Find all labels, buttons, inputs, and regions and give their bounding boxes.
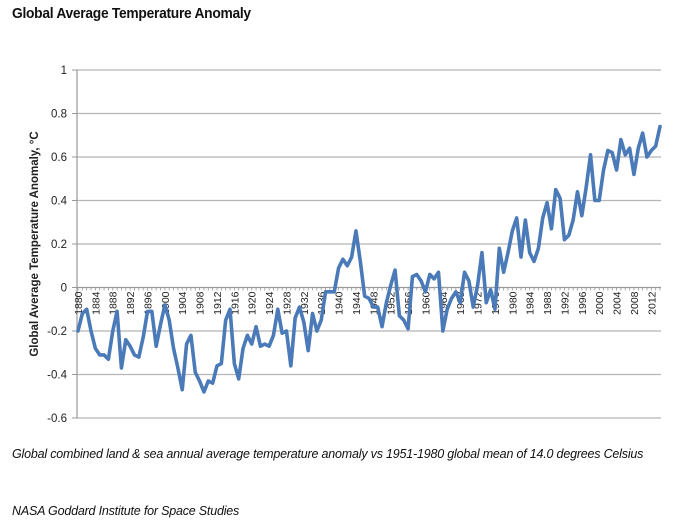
x-tick-label: 1892 [125,291,137,315]
y-tick-label: 0.4 [51,196,68,208]
x-tick-label: 1908 [195,291,207,315]
chart-title: Global Average Temperature Anomaly [12,5,251,22]
x-tick-label: 2008 [629,291,641,315]
chart-source: NASA Goddard Institute for Space Studies [12,504,240,518]
y-tick-label: -0.6 [47,413,67,425]
gridlines [77,69,661,419]
x-tick-label: 1992 [559,291,571,315]
x-tick-label: 1912 [212,291,224,315]
y-tick-label: -0.2 [47,326,67,338]
x-tick-label: 2012 [646,291,658,315]
x-tick-label: 1960 [420,291,432,315]
temperature-anomaly-line [76,124,662,394]
x-tick-label: 1996 [577,291,589,315]
y-axis: 1 0.8 0.6 0.4 0.2 0 -0.2 -0.4 -0.6 [47,65,78,425]
y-tick-label: -0.4 [47,370,67,382]
x-tick-label: 1896 [142,291,154,315]
x-tick-label: 2000 [594,291,606,315]
line-chart: 1 0.8 0.6 0.4 0.2 0 -0.2 -0.4 -0.6 1880 1884 1888 1… [29,65,662,425]
x-tick-label: 1940 [334,291,346,315]
chart-caption: Global combined land & sea annual averag… [12,447,644,461]
x-tick-label: 1884 [90,291,102,315]
x-axis: 1880 1884 1888 1892 1896 1900 1904 1908 1912 1916… [73,286,661,315]
x-tick-label: 1888 [108,291,120,315]
x-tick-label: 1904 [177,291,189,315]
x-tick-label: 1984 [525,291,537,315]
x-tick-label: 1988 [542,291,554,315]
x-tick-label: 1928 [281,291,293,315]
x-tick-label: 1944 [351,291,363,315]
x-tick-label: 2004 [612,291,624,315]
y-tick-label: 0.2 [51,239,67,251]
y-tick-label: 0 [61,283,67,295]
y-tick-label: 1 [61,65,67,77]
x-tick-label: 1920 [247,291,259,315]
y-axis-label: Global Average Temperature Anomaly, °C [29,131,41,356]
series-group [76,124,662,394]
x-tick-label: 1980 [507,291,519,315]
x-tick-label: 1880 [73,291,85,315]
x-tick-label: 1924 [264,291,276,315]
y-tick-label: 0.8 [51,109,67,121]
y-tick-label: 0.6 [51,152,67,164]
x-tick-label: 1916 [229,291,241,315]
